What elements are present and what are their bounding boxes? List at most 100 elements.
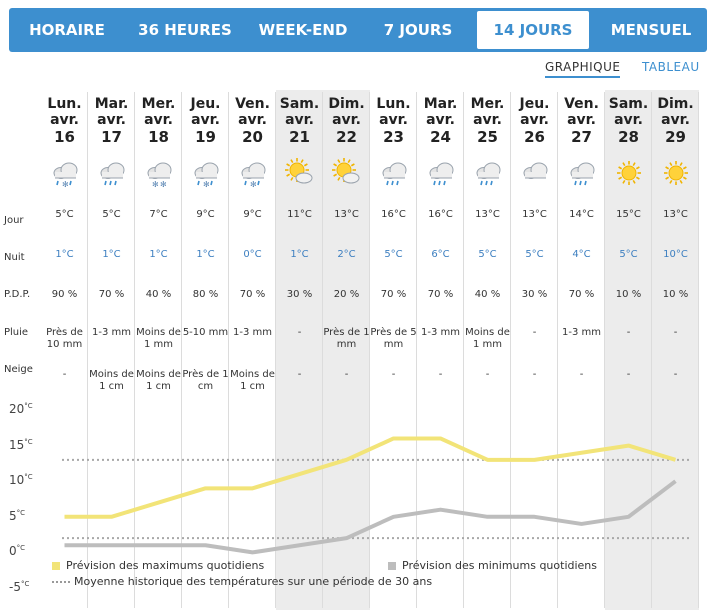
- tab-week-end[interactable]: WEEK-END: [258, 21, 348, 39]
- snow-cloud-icon: ✻ ✻: [143, 157, 175, 189]
- day-temp: 13°C: [334, 209, 359, 220]
- day-header[interactable]: Jeu. avr. 26: [511, 96, 558, 145]
- svg-text:✻: ✻: [203, 180, 210, 189]
- night-temp: 2°C: [337, 249, 356, 260]
- day-name: Lun.: [47, 96, 82, 112]
- pdp-value: 10 %: [615, 289, 642, 300]
- day-month: avr.: [97, 112, 126, 128]
- tab-mensuel[interactable]: MENSUEL: [610, 21, 692, 39]
- legend-min: Prévision des minimums quotidiens: [388, 559, 597, 572]
- snow-value: -: [297, 369, 302, 380]
- day-header[interactable]: Sam. avr. 28: [605, 96, 652, 145]
- rain-value: 1-3 mm: [92, 327, 131, 338]
- legend-max-swatch: [52, 562, 60, 570]
- svg-text:✻: ✻: [250, 180, 257, 189]
- day-number: 25: [477, 128, 498, 146]
- rain-value: Moins de 1 mm: [465, 327, 510, 350]
- day-header[interactable]: Dim. avr. 22: [323, 96, 370, 145]
- day-temp: 9°C: [196, 209, 215, 220]
- day-header[interactable]: Mar. avr. 17: [88, 96, 135, 145]
- rain-value: -: [626, 327, 631, 338]
- tab-7-jours[interactable]: 7 JOURS: [383, 21, 453, 39]
- svg-text:✻: ✻: [160, 180, 167, 189]
- night-temp: 1°C: [149, 249, 168, 260]
- pdp-value: 40 %: [474, 289, 501, 300]
- night-temp: 1°C: [290, 249, 309, 260]
- day-temp: 13°C: [522, 209, 547, 220]
- day-header[interactable]: Mar. avr. 24: [417, 96, 464, 145]
- sun-icon: [660, 157, 692, 189]
- y-tick-value: 15: [9, 437, 25, 452]
- day-month: avr.: [50, 112, 79, 128]
- day-header[interactable]: Lun. avr. 23: [370, 96, 417, 145]
- legend-min-swatch: [388, 562, 396, 570]
- sun-cloud-icon: [284, 157, 316, 189]
- pdp-value: 10 %: [662, 289, 689, 300]
- snow-value: -: [62, 369, 67, 380]
- snow-value: -: [673, 369, 678, 380]
- column-divider: [698, 92, 699, 608]
- day-name: Sam.: [279, 96, 320, 112]
- day-name: Sam.: [608, 96, 649, 112]
- column-divider: [322, 92, 323, 608]
- pdp-value: 90 %: [51, 289, 78, 300]
- day-month: avr.: [191, 112, 220, 128]
- pdp-value: 20 %: [333, 289, 360, 300]
- day-month: avr.: [238, 112, 267, 128]
- column-divider: [275, 92, 276, 608]
- night-temp: 5°C: [384, 249, 403, 260]
- day-header[interactable]: Ven. avr. 27: [558, 96, 605, 145]
- column-divider: [557, 92, 558, 608]
- view-graphique[interactable]: GRAPHIQUE: [545, 60, 621, 78]
- day-header[interactable]: Lun. avr. 16: [41, 96, 88, 145]
- day-name: Dim.: [657, 96, 694, 112]
- rain-value: Près de 1 mm: [323, 327, 370, 350]
- snow-value: -: [579, 369, 584, 380]
- row-label-snow: Neige: [4, 364, 33, 375]
- day-month: avr.: [473, 112, 502, 128]
- y-tick-unit: °C: [20, 580, 30, 588]
- day-header[interactable]: Ven. avr. 20: [229, 96, 276, 145]
- tab-14-jours[interactable]: 14 JOURS: [477, 11, 589, 49]
- snow-value: -: [532, 369, 537, 380]
- day-month: avr.: [614, 112, 643, 128]
- tab-36-heures[interactable]: 36 HEURES: [138, 21, 232, 39]
- max-temp-line: [64, 436, 677, 519]
- day-header[interactable]: Mer. avr. 18: [135, 96, 182, 145]
- row-label-pdp: P.D.P.: [4, 289, 31, 300]
- y-tick-value: 20: [9, 402, 25, 416]
- snow-value: Près de 1 cm: [182, 369, 229, 392]
- rain-value: -: [532, 327, 537, 338]
- day-header[interactable]: Sam. avr. 21: [276, 96, 323, 145]
- snow-value: Moins de 1 cm: [136, 369, 181, 392]
- y-tick-unit: °C: [24, 437, 33, 446]
- day-number: 22: [336, 128, 357, 146]
- day-header[interactable]: Jeu. avr. 19: [182, 96, 229, 145]
- row-label-rain: Pluie: [4, 327, 29, 338]
- day-name: Dim.: [328, 96, 365, 112]
- column-divider: [181, 92, 182, 608]
- day-number: 29: [665, 128, 686, 146]
- y-tick-label: 0°C: [9, 544, 25, 558]
- legend-max: Prévision des maximums quotidiens: [52, 559, 264, 572]
- y-tick-label: 5°C: [9, 509, 25, 523]
- y-tick-value: 10: [9, 473, 25, 488]
- rain-cloud-icon: [472, 157, 504, 189]
- day-temp: 13°C: [663, 209, 688, 220]
- snow-value: Moins de 1 cm: [89, 369, 134, 392]
- day-header[interactable]: Dim. avr. 29: [652, 96, 699, 145]
- day-header[interactable]: Mer. avr. 25: [464, 96, 511, 145]
- rain-cloud-icon: [566, 157, 598, 189]
- night-temp: 1°C: [55, 249, 74, 260]
- day-number: 27: [571, 128, 592, 146]
- day-temp: 13°C: [475, 209, 500, 220]
- tab-horaire[interactable]: HORAIRE: [29, 21, 105, 39]
- day-name: Ven.: [235, 96, 270, 112]
- day-name: Mar.: [94, 96, 129, 112]
- y-tick-label: 15°C: [9, 438, 33, 452]
- view-tableau[interactable]: TABLEAU: [642, 60, 700, 74]
- day-temp: 9°C: [243, 209, 262, 220]
- rain-value: -: [673, 327, 678, 338]
- rain-cloud-icon: [378, 157, 410, 189]
